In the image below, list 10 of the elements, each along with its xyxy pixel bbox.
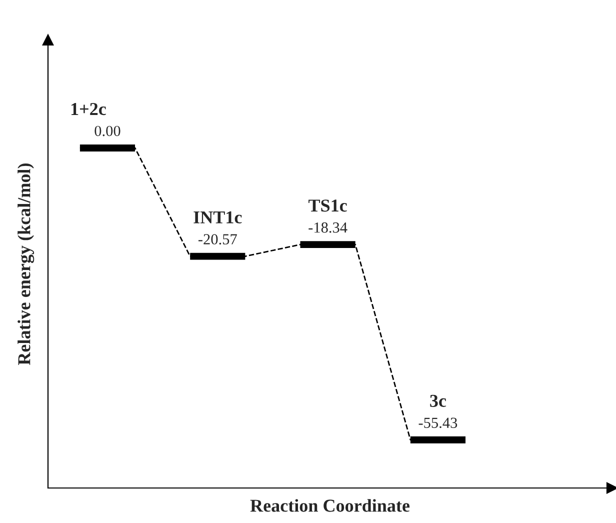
data-label: 0.00 bbox=[94, 126, 120, 136]
y-axis-title: Relative energy (kcal/mol) bbox=[18, 164, 34, 365]
data-label: -55.43 bbox=[418, 418, 458, 428]
data-label: -20.57 bbox=[198, 234, 237, 244]
annotation: INT1c bbox=[194, 211, 242, 224]
x-axis-title: Reaction Coordinate bbox=[250, 499, 410, 512]
data-label: -18.34 bbox=[308, 222, 348, 233]
annotation: 1+2c bbox=[71, 103, 106, 116]
annotation: 3c bbox=[430, 394, 446, 407]
annotation: TS1c bbox=[308, 200, 347, 212]
